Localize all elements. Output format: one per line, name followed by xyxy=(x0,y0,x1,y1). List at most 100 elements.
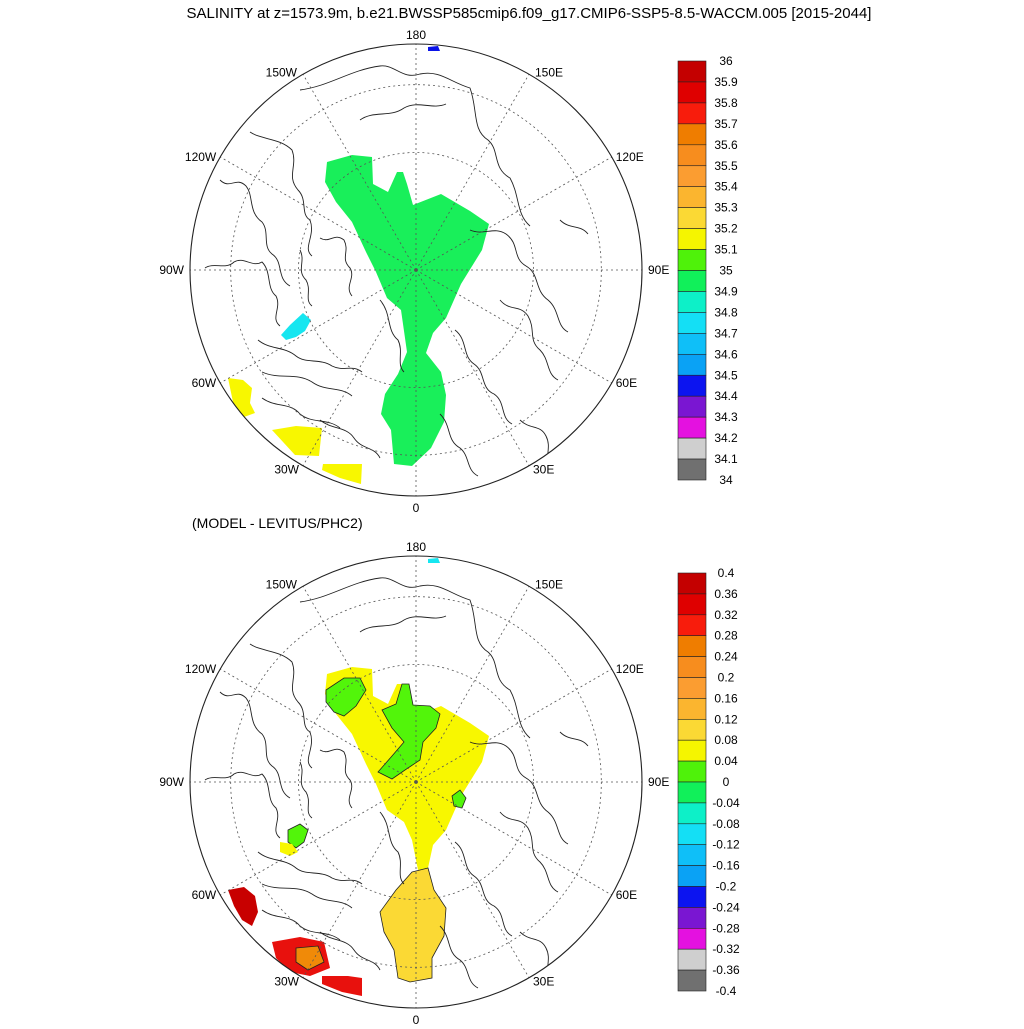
colorbar-tick-label: 35.6 xyxy=(714,138,738,152)
lon-label-left: 90W xyxy=(159,263,184,277)
colorbar-tick-label: 35 xyxy=(719,264,733,278)
colorbar-swatch xyxy=(677,312,707,334)
colorbar-tick-label: 0.04 xyxy=(714,754,738,768)
colorbar-swatch xyxy=(677,207,707,229)
colorbar-tick-label: -0.08 xyxy=(712,817,740,831)
colorbar-tick-label: -0.2 xyxy=(716,880,737,894)
latitude-circle xyxy=(298,664,534,900)
colorbar-tick-label: 0.36 xyxy=(714,587,738,601)
colorbar-tick-label: 35.2 xyxy=(714,222,738,236)
colorbar-tick-label: -0.12 xyxy=(712,838,740,852)
lon-label-mid-upper-right: 120E xyxy=(616,662,644,676)
lon-label-bottom: 0 xyxy=(413,501,420,515)
lon-label-upper-right: 150E xyxy=(535,577,563,591)
region-labrador-sea xyxy=(228,378,255,417)
region-bering-fragment xyxy=(428,46,440,51)
lon-label-mid-upper-right: 120E xyxy=(616,150,644,164)
lon-label-lower-left: 30W xyxy=(274,463,299,477)
colorbar-tick-label: -0.36 xyxy=(712,963,740,977)
colorbar-tick-label: 34.7 xyxy=(714,326,738,340)
colorbar-tick-label: 34.3 xyxy=(714,410,738,424)
colorbar-tick-label: -0.16 xyxy=(712,859,740,873)
colorbar-swatch xyxy=(677,102,707,125)
colorbar-tick-label: -0.4 xyxy=(716,984,737,998)
colorbar-difference: 0.4 0.36 0.32 0.28 0.24 0.2 0.16 0.12 0.08 0.04 0 -… xyxy=(677,566,740,998)
figure-title: SALINITY at z=1573.9m, b.e21.BWSSP585cmi… xyxy=(187,5,872,22)
colorbar-salinity: 36 35.9 35.8 35.7 35.6 35.5 35.4 35.3 35.2 35.1 35… xyxy=(677,54,738,487)
colorbar-swatch xyxy=(677,374,707,397)
colorbar-tick-label: -0.32 xyxy=(712,942,740,956)
colorbar-tick-label: 0.32 xyxy=(714,608,738,622)
colorbar-swatch xyxy=(677,249,707,271)
lon-label-top: 180 xyxy=(406,28,426,42)
colorbar-swatch xyxy=(677,718,707,741)
colorbar-swatch xyxy=(677,437,707,460)
region-north-atlantic-orange xyxy=(295,945,325,971)
colorbar-tick-label: 36 xyxy=(719,54,733,68)
region-north-atlantic xyxy=(272,426,322,456)
region-north-atlantic-2 xyxy=(322,976,362,996)
colorbar-swatch xyxy=(677,656,707,678)
colorbar-tick-label: 0.08 xyxy=(714,733,738,747)
panel-subtitle: (MODEL - LEVITUS/PHC2) xyxy=(192,515,363,531)
lon-label-right: 90E xyxy=(648,263,669,277)
colorbar-swatch xyxy=(677,593,707,616)
region-baffin-bay xyxy=(281,313,311,340)
colorbar-tick-label: 34.9 xyxy=(714,284,738,298)
region-bering-fragment xyxy=(428,558,440,563)
lon-label-mid-lower-left: 60W xyxy=(192,376,217,390)
colorbar-tick-label: 34.2 xyxy=(714,431,738,445)
colorbar-tick-label: 0.12 xyxy=(714,712,738,726)
lon-label-top: 180 xyxy=(406,540,426,554)
colorbar-swatch xyxy=(677,969,707,992)
map-boundary xyxy=(189,555,643,1009)
region-nordic-seas xyxy=(379,867,447,983)
lon-label-upper-left: 150W xyxy=(266,577,298,591)
lon-label-lower-left: 30W xyxy=(274,975,299,989)
colorbar-swatch xyxy=(677,781,707,804)
graticule xyxy=(190,44,642,496)
lon-label-mid-lower-right: 60E xyxy=(616,888,637,902)
lon-label-mid-lower-left: 60W xyxy=(192,888,217,902)
region-canada-patch xyxy=(325,677,367,717)
colorbar-tick-label: -0.04 xyxy=(712,796,740,810)
colorbar-swatch xyxy=(677,635,707,657)
colorbar-tick-label: 34.1 xyxy=(714,452,738,466)
colorbar-swatch xyxy=(677,228,707,250)
lon-label-bottom: 0 xyxy=(413,1013,420,1024)
region-eurasia-patch xyxy=(451,789,467,809)
colorbar-swatch xyxy=(677,395,707,418)
colorbar-swatch xyxy=(677,333,707,355)
colorbar-tick-label: 0.24 xyxy=(714,650,738,664)
longitude-labels: 180 150E 120E 90E 60E 30E 0 30W 60W 90W 120W 150W xyxy=(159,540,669,1027)
colorbar-swatch xyxy=(677,698,707,720)
lon-label-right: 90E xyxy=(648,775,669,789)
lon-label-mid-upper-left: 120W xyxy=(185,662,217,676)
colorbar-swatch xyxy=(677,186,707,208)
colorbar-swatch xyxy=(677,844,707,866)
colorbar-swatch xyxy=(677,802,707,825)
colorbar-tick-label: 35.7 xyxy=(714,117,738,131)
colorbar-tick-label: 35.3 xyxy=(714,201,738,215)
map-panel-difference: 180 150E 120E 90E 60E 30E 0 30W 60W 90W 120W 150W xyxy=(159,540,669,1027)
colorbar-tick-label: 35.1 xyxy=(714,243,738,257)
colorbar-swatch xyxy=(677,948,707,971)
lon-label-lower-right: 30E xyxy=(533,975,554,989)
colorbar-tick-label: 0.16 xyxy=(714,691,738,705)
graticule xyxy=(190,556,642,1008)
map-boundary xyxy=(189,43,643,497)
colorbar-swatch xyxy=(677,123,707,146)
lon-label-mid-lower-right: 60E xyxy=(616,376,637,390)
lon-label-upper-right: 150E xyxy=(535,65,563,79)
colorbar-swatch xyxy=(677,677,707,699)
colorbar-tick-label: 34 xyxy=(719,473,733,487)
colorbar-swatch xyxy=(677,458,707,481)
region-lomonosov-patch xyxy=(377,683,441,780)
colorbar-tick-label: -0.24 xyxy=(712,900,740,914)
region-baffin-patch xyxy=(287,823,309,849)
colorbar-swatch xyxy=(677,144,707,167)
region-arctic-basins xyxy=(325,155,489,466)
colorbar-swatch xyxy=(677,739,707,762)
latitude-circle xyxy=(298,152,534,388)
